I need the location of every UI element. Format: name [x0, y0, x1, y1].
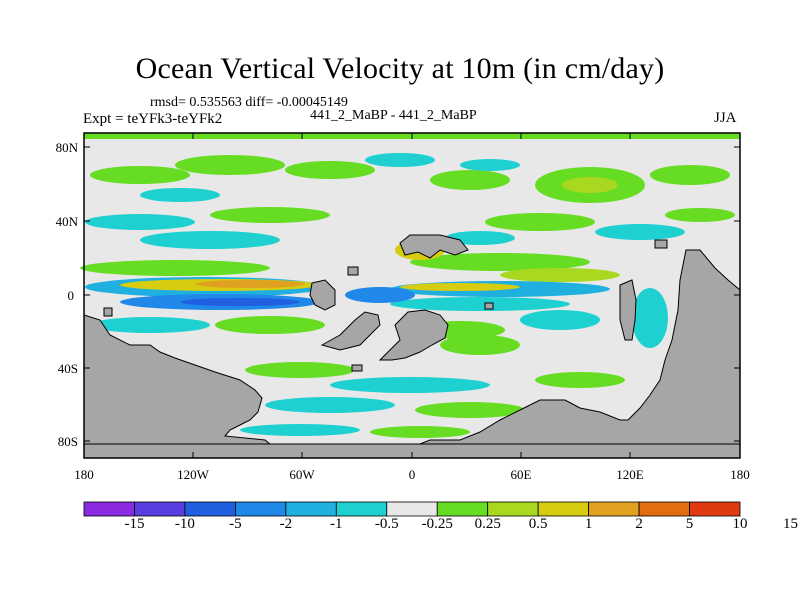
blob	[365, 153, 435, 167]
lon-tick-label: 60E	[510, 467, 532, 482]
lat-tick-label: 80S	[57, 434, 78, 449]
lat-tick-label: 80N	[55, 140, 78, 155]
blob	[632, 288, 668, 348]
colorbar-swatch	[588, 501, 640, 517]
blob	[285, 161, 375, 179]
colorbar-label: 0.25	[474, 516, 501, 532]
blob	[535, 372, 625, 388]
colorbar-swatch	[83, 501, 135, 517]
colorbar-swatch	[487, 501, 539, 517]
land-indonesia	[619, 279, 637, 341]
land-north-africa	[399, 234, 469, 259]
land-masses	[83, 234, 741, 459]
colorbar-swatch	[234, 501, 287, 517]
colorbar-label: -5	[229, 516, 242, 532]
blob	[400, 283, 520, 291]
colorbar-label: 15	[782, 516, 798, 532]
plot-title: Ocean Vertical Velocity at 10m (in cm/da…	[135, 52, 665, 85]
colorbar-label: -2	[279, 516, 293, 532]
lat-tick-label: 0	[67, 288, 75, 303]
lat-tick-label: 40S	[57, 361, 78, 376]
colorbar-label: 5	[685, 516, 694, 532]
colorbar-swatch	[537, 501, 590, 517]
blob	[265, 397, 395, 413]
land-island	[484, 302, 494, 310]
blob	[90, 166, 190, 184]
colorbar-swatch	[638, 501, 690, 517]
colorbar-swatch	[386, 501, 438, 517]
colorbar-label: -10	[174, 516, 195, 532]
land-south-america	[83, 249, 741, 459]
tick-marks	[84, 133, 740, 458]
land-central-america	[309, 279, 336, 311]
land-island	[347, 266, 359, 276]
colorbar-label: 1	[584, 516, 593, 532]
blob	[175, 155, 285, 175]
blob	[80, 260, 270, 276]
blob	[665, 208, 735, 222]
stats-line: rmsd= 0.535563 diff= -0.00045149	[150, 95, 348, 110]
blob	[330, 377, 490, 393]
expt-line: Expt = teYFk3-teYFk2	[83, 111, 223, 127]
colorbar-label: 10	[732, 516, 748, 532]
colorbar-label: -0.25	[421, 516, 453, 532]
blob	[345, 287, 415, 303]
blob	[215, 316, 325, 334]
blob	[140, 231, 280, 249]
blob	[245, 362, 355, 378]
blob	[140, 188, 220, 202]
blob	[500, 268, 620, 282]
blob	[485, 213, 595, 231]
season-label: JJA	[714, 110, 737, 126]
blob	[460, 159, 520, 171]
lon-tick-label: 180	[74, 467, 94, 482]
blob	[410, 253, 590, 271]
colorbar-label: 2	[635, 516, 643, 532]
blob	[240, 424, 360, 436]
blob	[520, 310, 600, 330]
blob	[562, 177, 618, 193]
lon-tick-label: 60W	[289, 467, 315, 482]
blob	[595, 224, 685, 240]
land-south-america-tip	[320, 311, 381, 351]
colorbar-swatch	[436, 501, 489, 517]
blob	[210, 207, 330, 223]
colorbar-label: -0.5	[374, 516, 399, 532]
land-island	[351, 364, 363, 372]
colorbar-label: -1	[330, 516, 343, 532]
colorbar-label: -15	[124, 516, 145, 532]
blob	[390, 297, 570, 311]
land-island	[103, 307, 113, 317]
blob	[440, 335, 520, 355]
colorbar	[83, 501, 741, 517]
land-africa	[378, 309, 449, 361]
blob	[430, 170, 510, 190]
colorbar-swatch	[689, 501, 741, 517]
blob	[195, 280, 305, 288]
lon-tick-label: 120W	[177, 467, 209, 482]
lat-tick-label: 40N	[55, 214, 78, 229]
center-subtitle: 441_2_MaBP - 441_2_MaBP	[310, 108, 477, 123]
colorbar-label: 0.5	[528, 516, 548, 532]
blob	[445, 231, 515, 245]
lon-tick-label: 180	[730, 467, 750, 482]
blob	[650, 165, 730, 185]
colorbar-swatch	[184, 501, 236, 517]
blob	[90, 317, 210, 333]
blob	[85, 214, 195, 230]
colorbar-swatch	[335, 501, 388, 517]
blob	[370, 426, 470, 438]
blob	[415, 402, 525, 418]
lon-tick-label: 120E	[616, 467, 644, 482]
land-island	[654, 239, 668, 249]
colorbar-swatch	[285, 501, 337, 517]
blob	[180, 298, 300, 306]
colorbar-swatch	[134, 501, 186, 517]
lon-tick-label: 0	[408, 467, 416, 482]
